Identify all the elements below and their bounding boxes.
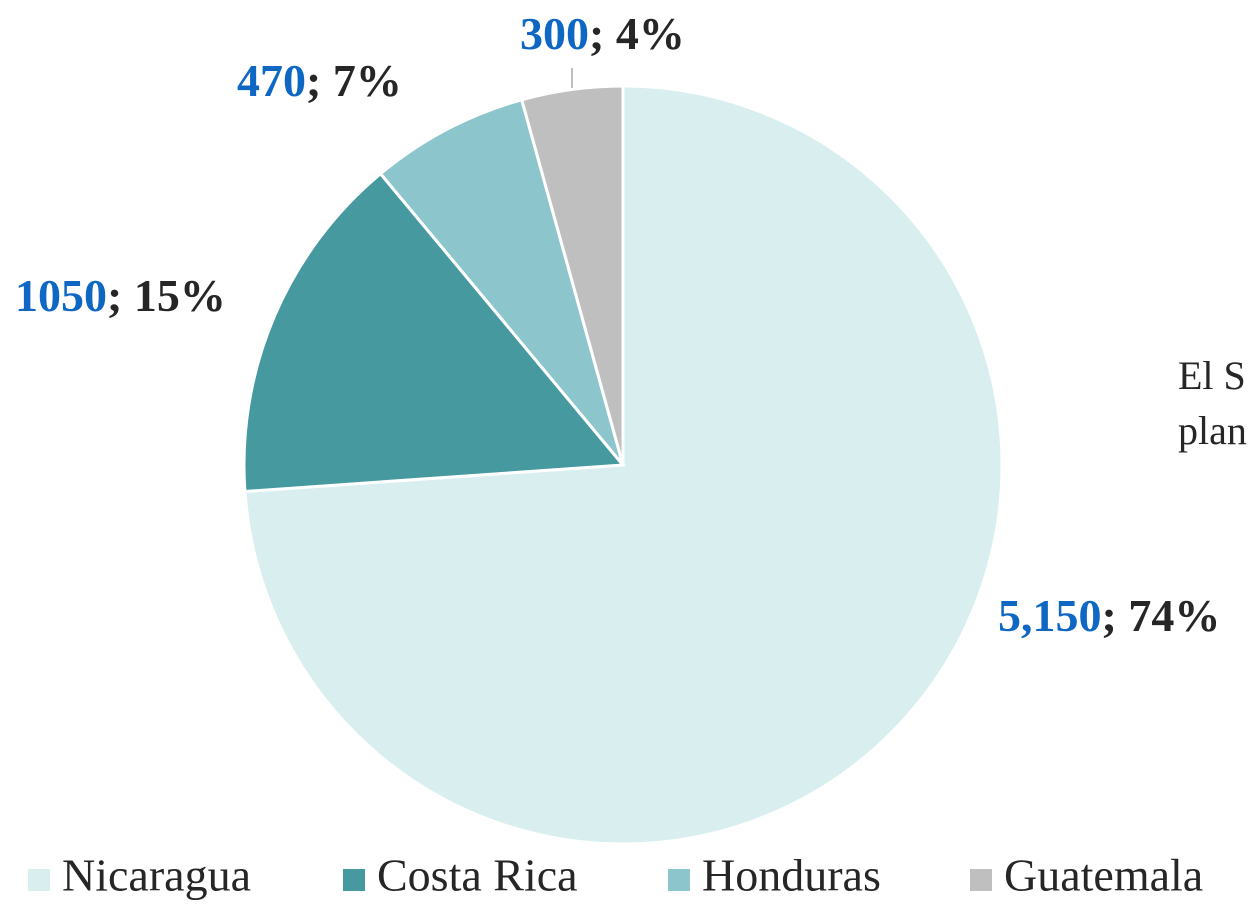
label-percent: ; 74%: [1102, 590, 1221, 641]
pie-slice: [378, 97, 625, 466]
legend-label: Nicaragua: [62, 850, 251, 901]
data-label: 5,150; 74%: [998, 590, 1220, 641]
label-value: 5,150: [998, 590, 1102, 641]
data-label: 300; 4%: [520, 8, 685, 59]
label-value: 470: [237, 55, 306, 106]
data-label: 470; 7%: [237, 55, 402, 106]
label-percent: ; 7%: [306, 55, 402, 106]
legend-swatch: [28, 869, 50, 891]
label-percent: ; 15%: [107, 270, 226, 321]
pie: [242, 84, 1004, 846]
legend-swatch: [343, 869, 365, 891]
legend-label: Guatemala: [1004, 850, 1203, 901]
legend-swatch: [970, 869, 992, 891]
label-value: 300: [520, 8, 589, 59]
annotation: plan: [1178, 408, 1247, 453]
data-label: 1050; 15%: [15, 270, 226, 321]
pie-slice: [519, 84, 625, 466]
legend-label: Costa Rica: [377, 850, 578, 901]
annotation: El S: [1178, 353, 1246, 398]
label-percent: ; 4%: [589, 8, 685, 59]
legend-swatch: [668, 869, 690, 891]
pie-slice: [242, 171, 627, 494]
legend-label: Honduras: [702, 850, 881, 901]
label-value: 1050: [15, 270, 107, 321]
